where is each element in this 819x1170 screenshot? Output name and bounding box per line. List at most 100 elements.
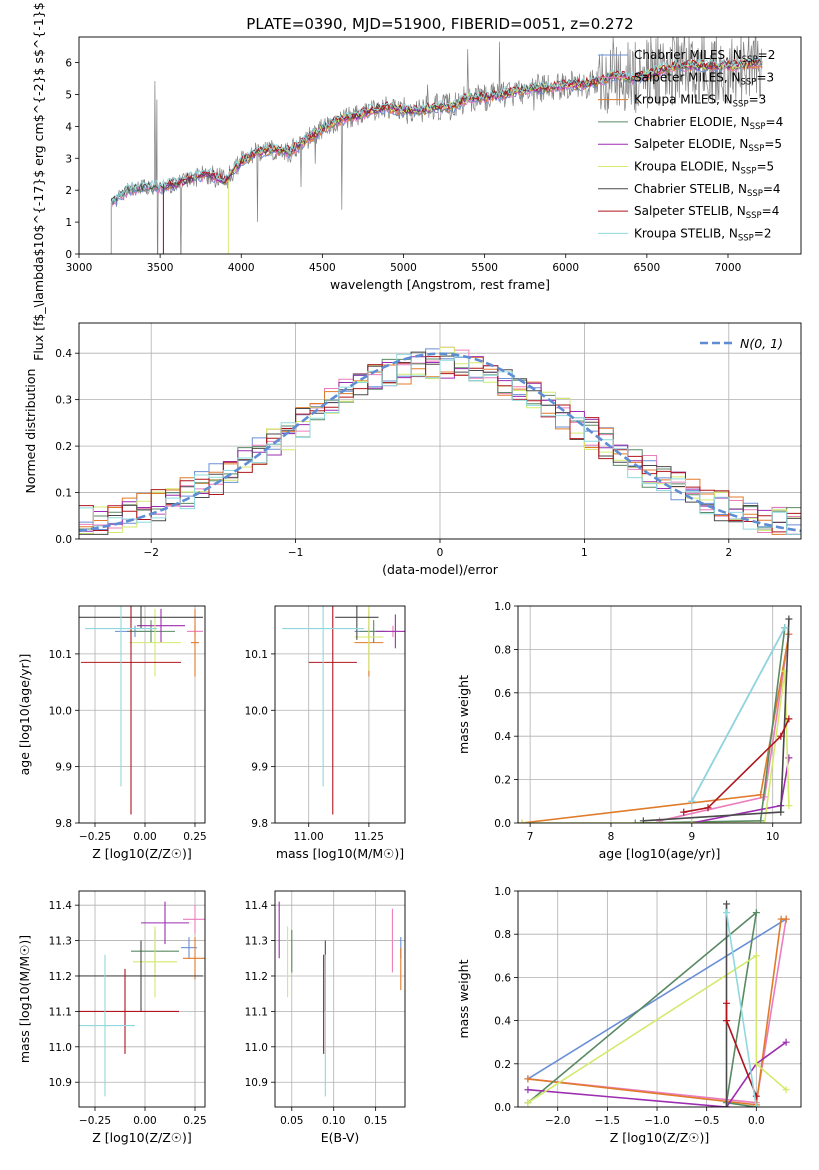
weight-point-6-1 xyxy=(723,900,731,908)
weight-point-4-2 xyxy=(785,754,793,762)
weight-point-3-1 xyxy=(757,817,765,823)
plot-area xyxy=(518,606,801,823)
y-tick-label: 9.8 xyxy=(251,818,268,830)
y-tick-label: 1 xyxy=(65,217,72,229)
plot-area xyxy=(275,891,405,1107)
weight-point-8-1 xyxy=(752,1103,760,1107)
y-tick-label: 11.3 xyxy=(49,936,72,948)
model-spectrum-7 xyxy=(162,56,763,254)
x-axis-label: (data-model)/error xyxy=(382,562,499,577)
x-tick-label: −2.0 xyxy=(545,1115,571,1127)
weight-line-0 xyxy=(527,918,787,1080)
weight-point-7-3 xyxy=(785,715,793,723)
model-spectrum-3 xyxy=(110,60,763,254)
model-spectrum-1 xyxy=(110,59,763,254)
plot-area xyxy=(79,891,205,1107)
weight-point-5-2 xyxy=(761,819,769,823)
legend-label-8: Kroupa STELIB, NSSP=2 xyxy=(634,226,772,243)
x-tick-label: −0.5 xyxy=(694,1115,720,1127)
y-tick-label: 11.3 xyxy=(245,936,268,948)
y-tick-label: 11.4 xyxy=(49,900,73,912)
y-tick-label: 6 xyxy=(65,58,72,70)
weight-point-5-0 xyxy=(518,819,526,823)
y-tick-label: 9.9 xyxy=(55,762,72,774)
weight-line-7 xyxy=(683,718,790,813)
y-tick-label: 0.2 xyxy=(494,1059,511,1071)
y-tick-label: 11.0 xyxy=(49,1042,72,1054)
observed-spectrum xyxy=(111,37,763,254)
y-axis-label: mass weight xyxy=(456,959,471,1038)
x-tick-label: 0.25 xyxy=(183,831,206,843)
y-tick-label: 11.4 xyxy=(245,900,269,912)
model-spectrum-8 xyxy=(110,55,763,254)
residual-hist-8 xyxy=(79,353,801,535)
y-tick-label: 5 xyxy=(65,89,72,101)
x-tick-label: 0.05 xyxy=(280,1115,303,1127)
x-tick-label: 1 xyxy=(581,547,588,559)
weight-line-4 xyxy=(527,1041,787,1107)
weight-point-4-3 xyxy=(782,1038,790,1046)
y-tick-label: 4 xyxy=(65,121,72,133)
weight-line-5 xyxy=(527,954,787,1104)
weight-line-3 xyxy=(527,910,758,1107)
weight-point-6-0 xyxy=(723,1103,731,1107)
y-tick-label: 9.9 xyxy=(251,762,268,774)
weight-point-3-1 xyxy=(752,909,760,917)
x-tick-label: 4000 xyxy=(228,262,255,274)
weight-point-4-0 xyxy=(524,1086,532,1094)
weight-point-5-1 xyxy=(688,819,696,823)
x-tick-label: 3000 xyxy=(66,262,93,274)
x-axis-label: E(B-V) xyxy=(321,1130,360,1145)
weight-line-8 xyxy=(725,912,758,1107)
legend-label-7: Salpeter STELIB, NSSP=4 xyxy=(634,204,779,221)
weight-point-5-3 xyxy=(782,1086,790,1094)
axes-frame xyxy=(274,890,406,1108)
weight-point-1-0 xyxy=(656,817,663,823)
panel-spectrum: 3000 3500 4000 4500 5000 5500 6000 6500 7000 0 1 2 3… xyxy=(31,0,802,361)
x-tick-label: 7 xyxy=(527,831,534,843)
x-tick-label: 8 xyxy=(608,831,615,843)
weight-line-8 xyxy=(691,627,786,802)
y-tick-label: 10.0 xyxy=(245,705,268,717)
y-tick-label: 11.2 xyxy=(49,971,72,983)
x-tick-label: 0 xyxy=(437,547,444,559)
axes-frame xyxy=(517,890,802,1108)
weight-point-7-1 xyxy=(723,1017,731,1025)
x-tick-label: 10 xyxy=(766,831,779,843)
x-tick-label: −1.5 xyxy=(595,1115,621,1127)
y-tick-label: 9.8 xyxy=(55,818,72,830)
y-tick-label: 10.0 xyxy=(49,705,72,717)
x-tick-label: −2 xyxy=(143,547,158,559)
y-axis-label: mass weight xyxy=(456,675,471,754)
weight-point-8-0 xyxy=(688,797,696,805)
weight-point-6-0 xyxy=(639,817,647,823)
panel-age_vs_Z: −0.25 0.00 0.25 9.8 9.9 10.0 10.1 Z [log10(Z/Z☉… xyxy=(17,605,207,861)
y-tick-label: 0.0 xyxy=(494,818,511,830)
weight-point-6-2 xyxy=(785,615,793,623)
plot-area xyxy=(79,606,205,823)
x-tick-label: 3500 xyxy=(147,262,174,274)
legend-label-2: Kroupa MILES, NSSP=3 xyxy=(634,93,766,110)
weight-point-5-2 xyxy=(752,1060,760,1068)
x-axis-label: wavelength [Angstrom, rest frame] xyxy=(330,277,550,292)
y-tick-label: 11.1 xyxy=(245,1006,268,1018)
y-tick-label: 0.3 xyxy=(55,395,72,407)
axes-frame xyxy=(78,36,802,255)
weight-point-5-4 xyxy=(785,802,793,810)
x-tick-label: 0.00 xyxy=(133,831,156,843)
panel-age_vs_mass: 11.00 11.25 9.8 9.9 10.0 10.1 mass [log10(M/M☉… xyxy=(245,605,406,861)
weight-point-2-0 xyxy=(524,1075,532,1083)
weight-point-7-0 xyxy=(680,808,688,816)
plot-area xyxy=(518,891,801,1107)
weight-point-2-1 xyxy=(757,791,765,799)
normal-curve xyxy=(79,352,801,533)
y-tick-label: 1.0 xyxy=(494,886,511,898)
y-tick-label: 0.6 xyxy=(494,688,511,700)
weight-point-3-0 xyxy=(631,819,639,823)
y-tick-label: 3 xyxy=(65,153,72,165)
x-tick-label: 0.15 xyxy=(364,1115,387,1127)
axes-frame xyxy=(78,605,206,824)
y-axis-label: Normed distribution xyxy=(23,369,38,494)
normal-legend-label: N(0, 1) xyxy=(740,336,783,351)
panel-mass_vs_Z: −0.25 0.00 0.25 10.9 11.0 11.1 11.2 11.3 11.4 Z [… xyxy=(17,890,207,1145)
